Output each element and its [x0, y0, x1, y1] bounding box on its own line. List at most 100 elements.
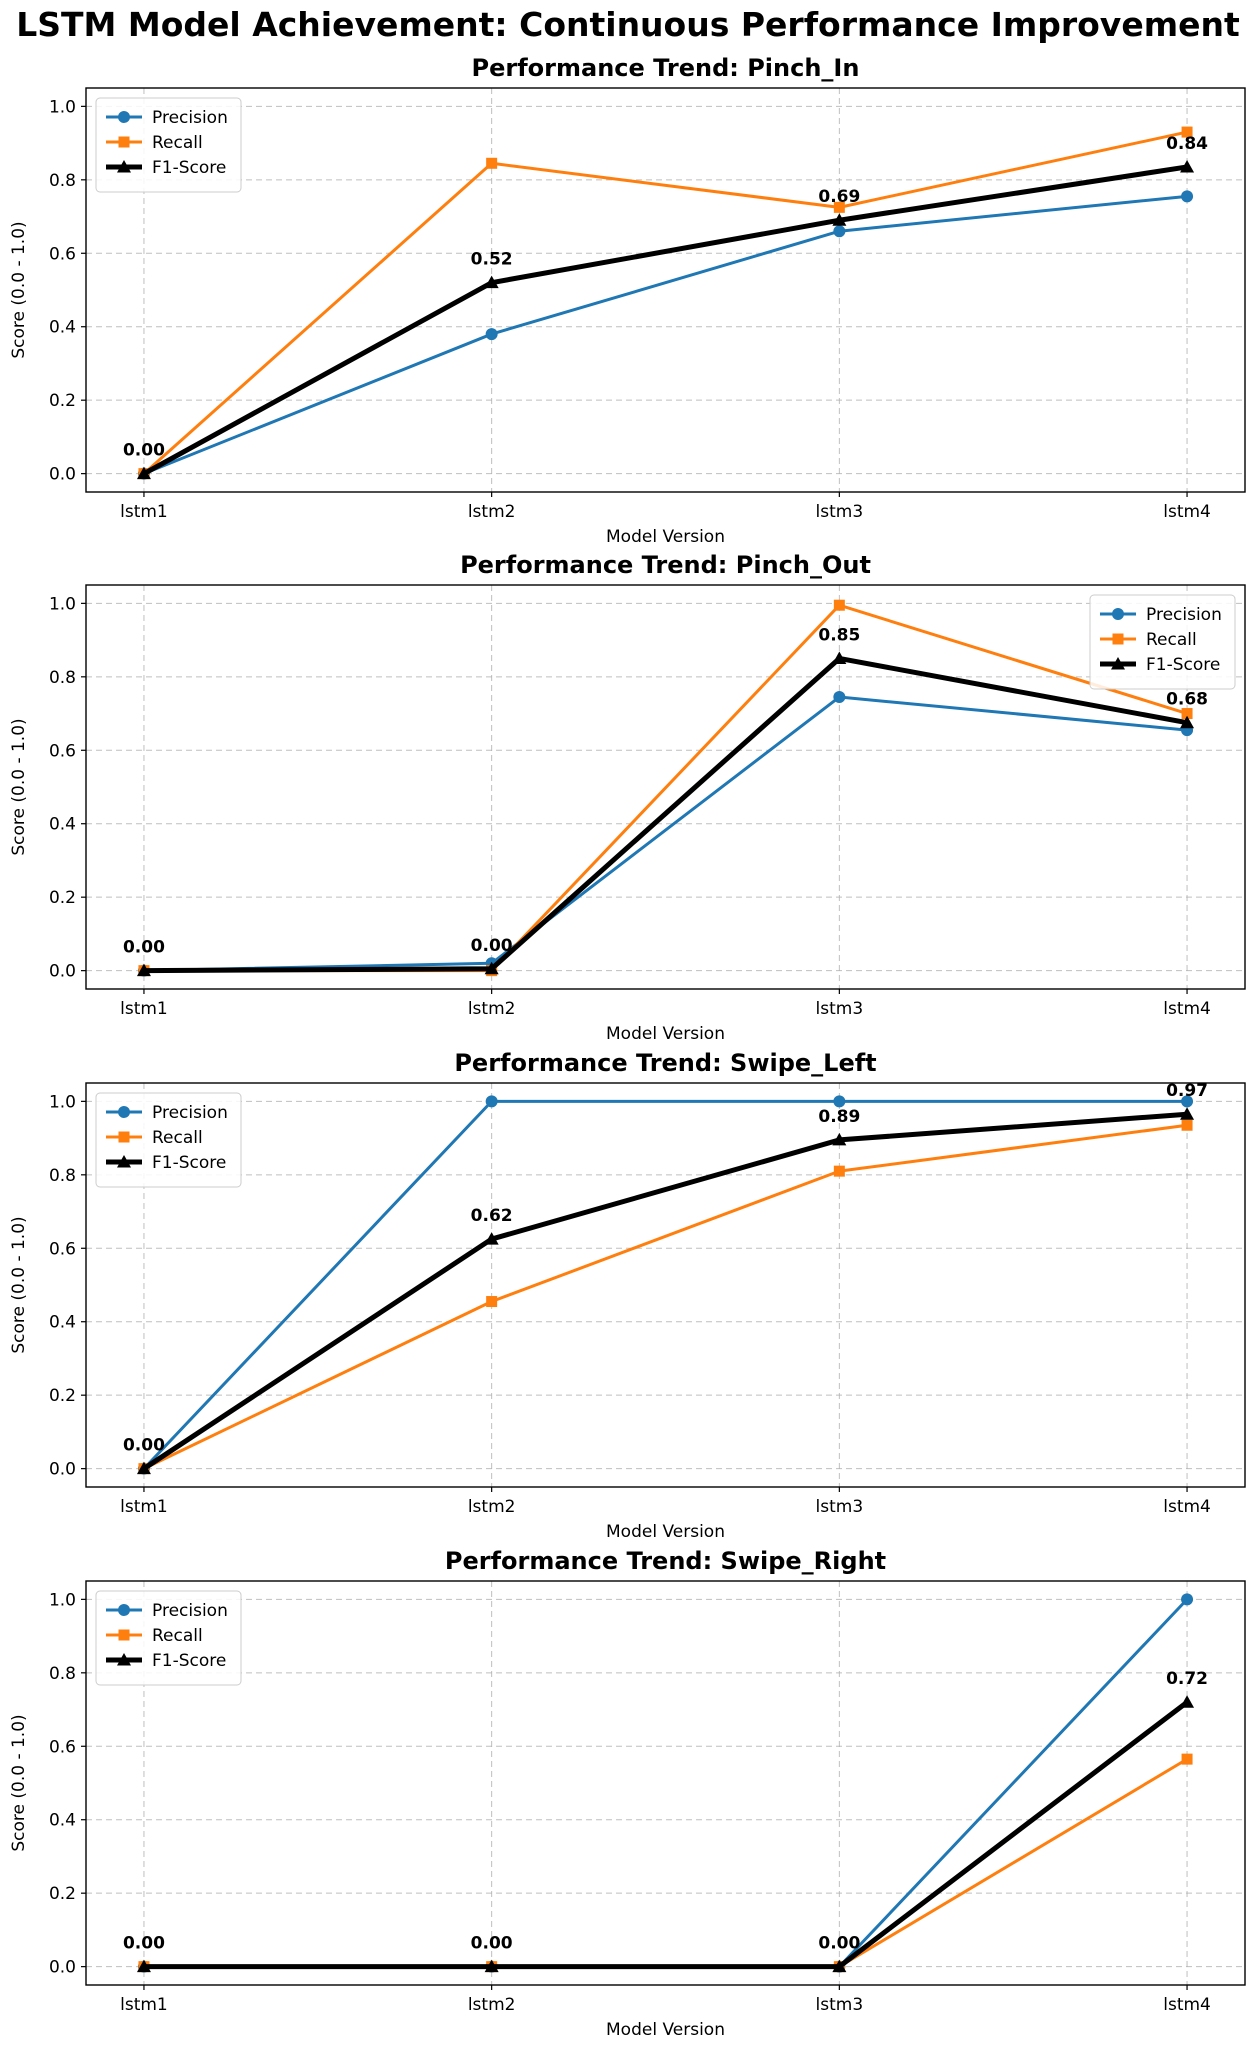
legend-marker [118, 1106, 130, 1118]
y-tick-label: 0.2 [49, 888, 76, 908]
series-line-f1-score [142, 164, 1188, 476]
data-point-precision [485, 1095, 498, 1108]
f1-data-label: 0.00 [818, 1934, 860, 1954]
legend: Precision Recall F1-Score [95, 97, 242, 193]
x-tick-label: lstm4 [1163, 999, 1211, 1019]
x-tick-label: lstm4 [1163, 1497, 1211, 1517]
legend-entry: Precision [152, 1601, 228, 1621]
y-tick-label: 1.0 [49, 1092, 76, 1112]
legend: Precision Recall F1-Score [95, 1590, 242, 1686]
chart-title: Performance Trend: Swipe_Left [454, 1049, 876, 1077]
legend: Precision Recall F1-Score [1089, 594, 1236, 690]
data-point-recall [833, 599, 845, 611]
x-axis-label: Model Version [606, 527, 725, 547]
data-point-f1-score [484, 1959, 499, 1973]
data-point-f1-score [136, 1959, 151, 1973]
x-tick-label: lstm4 [1163, 502, 1211, 522]
x-tick-label: lstm3 [816, 1497, 864, 1517]
legend-marker [1112, 633, 1124, 645]
y-axis-label: Score (0.0 - 1.0) [9, 718, 29, 855]
y-axis-label: Score (0.0 - 1.0) [9, 1714, 29, 1851]
y-tick-label: 0.0 [49, 962, 76, 982]
data-point-precision [1181, 1095, 1194, 1108]
f1-data-label: 0.00 [123, 441, 165, 461]
legend: Precision Recall F1-Score [95, 1092, 242, 1188]
f1-data-label: 0.00 [123, 1436, 165, 1456]
y-tick-label: 1.0 [49, 1590, 76, 1610]
x-axis-label: Model Version [606, 1024, 725, 1044]
legend-entry: Recall [152, 1626, 203, 1646]
legend-marker [117, 160, 131, 173]
data-point-f1-score [136, 466, 151, 480]
y-tick-label: 0.8 [49, 668, 76, 688]
data-point-precision [1181, 190, 1194, 203]
legend-marker [118, 1604, 130, 1616]
x-tick-label: lstm3 [816, 999, 864, 1019]
legend-marker [117, 1653, 131, 1666]
f1-data-label: 0.85 [818, 625, 860, 645]
legend-marker [118, 111, 130, 123]
data-point-recall [1181, 126, 1193, 138]
charts-container: Performance Trend: Pinch_In 0.0 0.2 0.4 0.6 0… [9, 54, 1246, 2040]
series-line-f1-score [142, 1111, 1188, 1471]
data-point-precision [485, 328, 498, 341]
f1-data-label: 0.00 [123, 938, 165, 958]
y-tick-label: 0.0 [49, 1460, 76, 1480]
data-point-recall [833, 201, 845, 213]
data-point-f1-score [1180, 715, 1195, 729]
series-line-recall [142, 130, 1188, 475]
y-tick-label: 0.6 [49, 1239, 76, 1259]
x-tick-label: lstm3 [816, 502, 864, 522]
series-line-precision [143, 1598, 1189, 1969]
data-point-f1-score [136, 1461, 151, 1475]
data-point-recall [1181, 1753, 1193, 1765]
data-point-recall [486, 1296, 498, 1308]
y-tick-label: 0.4 [49, 1313, 76, 1333]
f1-data-label: 0.00 [471, 1934, 513, 1954]
f1-data-label: 0.97 [1166, 1081, 1208, 1101]
y-tick-label: 0.2 [49, 1884, 76, 1904]
chart-panel-3: Performance Trend: Swipe_Left 0.0 0.2 0.4 0.… [9, 1049, 1246, 1542]
y-tick-label: 0.0 [49, 1958, 76, 1978]
f1-data-label: 0.84 [1166, 134, 1208, 154]
f1-data-label: 0.00 [123, 1934, 165, 1954]
y-axis-label: Score (0.0 - 1.0) [9, 1216, 29, 1353]
legend-entry: Recall [1146, 630, 1197, 650]
x-tick-label: lstm1 [120, 502, 168, 522]
figure-suptitle: LSTM Model Achievement: Continuous Perfo… [16, 5, 1240, 44]
data-point-f1-score [832, 213, 847, 226]
chart-title: Performance Trend: Swipe_Right [445, 1547, 886, 1575]
legend-marker [118, 1629, 130, 1641]
series-line-recall [143, 603, 1188, 973]
legend-marker [1112, 608, 1124, 620]
x-tick-label: lstm2 [468, 1497, 516, 1517]
y-tick-label: 1.0 [49, 594, 76, 614]
legend-entry: Recall [152, 1128, 203, 1148]
x-tick-label: lstm2 [468, 502, 516, 522]
x-tick-label: lstm2 [468, 999, 516, 1019]
chart-title: Performance Trend: Pinch_In [472, 54, 860, 82]
legend-marker [118, 136, 130, 148]
legend-entry: Recall [152, 133, 203, 153]
f1-data-label: 0.69 [818, 187, 860, 207]
data-point-recall [833, 1165, 845, 1177]
series-line-precision [142, 1099, 1188, 1470]
series-line-precision [143, 194, 1188, 476]
data-point-f1-score [1180, 159, 1195, 173]
y-tick-label: 0.6 [49, 244, 76, 264]
f1-data-label: 0.52 [471, 250, 513, 270]
f1-data-label: 0.62 [471, 1206, 513, 1226]
data-point-f1-score [832, 1132, 847, 1146]
x-tick-label: lstm1 [120, 1497, 168, 1517]
y-tick-label: 0.4 [49, 1811, 76, 1831]
y-tick-label: 0.2 [49, 391, 76, 411]
series-line-recall [143, 1123, 1188, 1470]
y-axis-label: Score (0.0 - 1.0) [9, 221, 29, 358]
data-point-f1-score [832, 1959, 847, 1973]
plot-frame [85, 87, 1246, 493]
f1-data-label: 0.72 [1166, 1669, 1208, 1689]
data-point-recall [486, 157, 498, 169]
y-tick-label: 0.6 [49, 1737, 76, 1757]
y-tick-label: 0.4 [49, 318, 76, 338]
x-tick-label: lstm3 [816, 1995, 864, 2015]
